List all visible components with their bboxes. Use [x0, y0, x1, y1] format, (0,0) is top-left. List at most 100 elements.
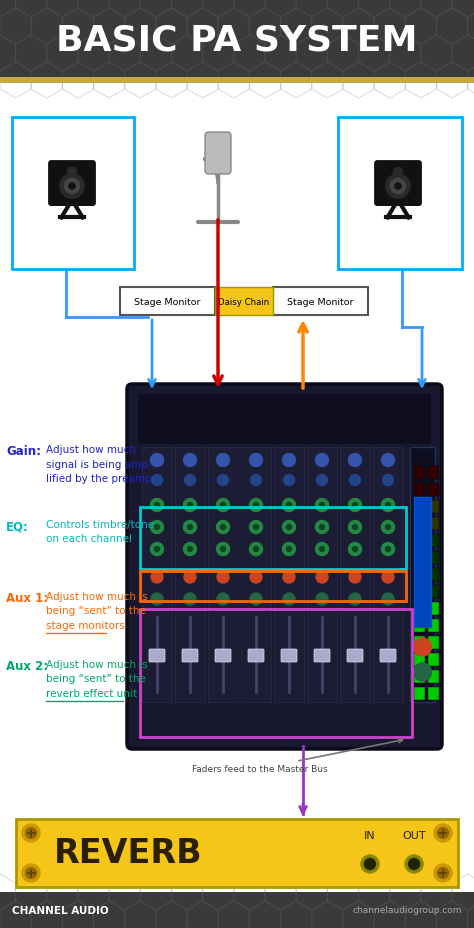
Circle shape [250, 593, 262, 605]
Circle shape [316, 593, 328, 605]
Bar [414, 602, 425, 615]
Text: BASIC PA SYSTEM: BASIC PA SYSTEM [56, 23, 418, 57]
Text: Faders feed to the Master Bus: Faders feed to the Master Bus [192, 739, 402, 773]
FancyBboxPatch shape [127, 384, 442, 749]
Circle shape [391, 179, 406, 194]
Circle shape [316, 521, 328, 534]
Bar [428, 467, 439, 480]
Circle shape [353, 547, 357, 552]
Text: Adjust how much is: Adjust how much is [46, 591, 148, 601]
Circle shape [155, 503, 159, 508]
Bar [428, 568, 439, 581]
Bar [428, 500, 439, 513]
Circle shape [316, 572, 328, 584]
Bar [414, 518, 425, 531]
Circle shape [254, 503, 258, 508]
Text: stage monitors: stage monitors [46, 620, 125, 630]
Text: on each channel: on each channel [46, 534, 132, 544]
Circle shape [393, 168, 402, 177]
Circle shape [409, 858, 419, 870]
Circle shape [385, 547, 391, 552]
Circle shape [217, 521, 229, 534]
Bar [140, 610, 412, 737]
Circle shape [151, 572, 163, 584]
Bar [414, 483, 425, 496]
Circle shape [184, 572, 196, 584]
Circle shape [217, 499, 229, 512]
Circle shape [353, 503, 357, 508]
Circle shape [188, 503, 192, 508]
Circle shape [348, 454, 362, 467]
Circle shape [22, 864, 40, 882]
Bar [414, 551, 425, 564]
Circle shape [283, 543, 295, 556]
Circle shape [413, 638, 431, 656]
Text: reverb effect unit: reverb effect unit [46, 689, 137, 698]
Circle shape [249, 499, 263, 512]
Circle shape [64, 179, 80, 194]
FancyBboxPatch shape [380, 650, 396, 663]
Text: IN: IN [364, 831, 376, 840]
Circle shape [286, 525, 292, 530]
Circle shape [155, 547, 159, 552]
Bar [215, 288, 273, 316]
Bar [273, 288, 368, 316]
Circle shape [184, 593, 196, 605]
Bar [120, 288, 215, 316]
Circle shape [283, 499, 295, 512]
Circle shape [220, 525, 226, 530]
Circle shape [319, 547, 325, 552]
Circle shape [220, 547, 226, 552]
FancyBboxPatch shape [205, 133, 231, 174]
Circle shape [286, 503, 292, 508]
Bar [414, 497, 431, 627]
Text: OUT: OUT [402, 831, 426, 840]
Bar [428, 653, 439, 666]
Bar [208, 447, 238, 702]
Circle shape [385, 503, 391, 508]
Circle shape [254, 525, 258, 530]
Circle shape [60, 174, 84, 199]
Text: Stage Monitor: Stage Monitor [134, 297, 201, 306]
Circle shape [434, 824, 452, 842]
Bar [414, 467, 425, 480]
Bar [0, 892, 474, 928]
Bar [414, 586, 425, 599]
Bar [414, 619, 425, 632]
Circle shape [151, 543, 164, 556]
Circle shape [382, 521, 394, 534]
Bar [140, 508, 406, 570]
Bar [414, 637, 425, 650]
Circle shape [319, 503, 325, 508]
Text: Aux 1:: Aux 1: [6, 591, 48, 604]
Circle shape [155, 525, 159, 530]
Text: lified by the preamp: lified by the preamp [46, 473, 152, 483]
Text: channelaudiogroup.com: channelaudiogroup.com [353, 906, 462, 914]
Text: being “sent” to the: being “sent” to the [46, 606, 146, 616]
Text: Adjust how much is: Adjust how much is [46, 659, 148, 669]
Circle shape [249, 521, 263, 534]
Bar [340, 447, 370, 702]
Text: Adjust how much: Adjust how much [46, 445, 136, 455]
FancyBboxPatch shape [182, 650, 198, 663]
Circle shape [67, 168, 77, 177]
FancyBboxPatch shape [215, 650, 231, 663]
Bar [175, 447, 205, 702]
Bar [428, 619, 439, 632]
Bar [428, 637, 439, 650]
Circle shape [250, 475, 262, 486]
Bar [373, 447, 403, 702]
Text: EQ:: EQ: [6, 520, 29, 533]
Circle shape [151, 499, 164, 512]
Circle shape [395, 184, 401, 190]
Circle shape [183, 521, 197, 534]
Circle shape [26, 868, 36, 879]
Bar [414, 653, 425, 666]
Text: REVERB: REVERB [54, 837, 202, 870]
Circle shape [152, 475, 163, 486]
Circle shape [183, 454, 197, 467]
Text: signal is being amp-: signal is being amp- [46, 459, 152, 469]
Circle shape [254, 547, 258, 552]
Bar [414, 500, 425, 513]
Bar [428, 551, 439, 564]
